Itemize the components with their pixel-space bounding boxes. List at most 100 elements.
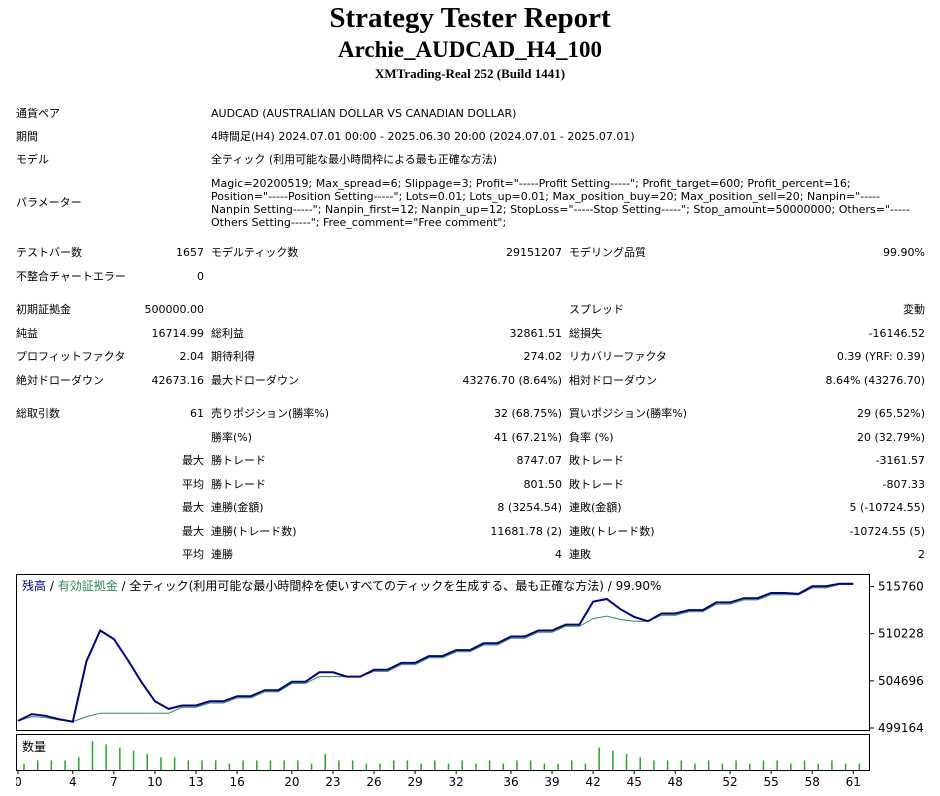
- server-info: XMTrading-Real 252 (Build 1441): [374, 66, 566, 81]
- avg-win-value: 801.50: [523, 478, 563, 491]
- mismatch-label: 不整合チャートエラー: [16, 270, 126, 283]
- spread-value: 変動: [903, 303, 925, 316]
- avg-prefix-1: 平均: [182, 478, 204, 491]
- loss-value: 20 (32.79%): [856, 431, 925, 444]
- spread-label: スプレッド: [569, 303, 624, 316]
- pf-label: プロフィットファクタ: [16, 350, 126, 363]
- volume-label: 数量: [22, 740, 47, 754]
- deposit-value: 500000.00: [144, 303, 205, 316]
- x-tick-label: 23: [325, 775, 340, 789]
- avg-cons-losses-label: 連敗: [569, 548, 591, 561]
- max-prefix-1: 最大: [182, 454, 204, 467]
- max-cons-wins-label: 連勝(金額): [211, 501, 264, 514]
- long-label: 買いポジション(勝率%): [569, 407, 688, 420]
- x-tick-label: 42: [585, 775, 600, 789]
- ticks-label: モデルティック数: [211, 246, 299, 259]
- balance-chart: 515760 510228 504696 499164 0 4 7 10 13 16 20 23 26 2…: [16, 572, 927, 796]
- win-label: 勝率(%): [211, 431, 253, 444]
- chart-legend: 残高 / 有効証拠金 / 全ティック(利用可能な最小時間枠を使いすべてのティック…: [22, 577, 661, 594]
- legend-separator: /: [46, 579, 58, 593]
- chart-svg: 515760 510228 504696 499164 0 4 7 10 13 16 20 23 26 2…: [16, 574, 924, 789]
- short-label: 売りポジション(勝率%): [211, 407, 330, 420]
- trades-value: 61: [190, 407, 204, 420]
- win-value: 41 (67.21%): [493, 431, 562, 444]
- y-tick-label: 504696: [878, 674, 924, 688]
- mismatch-value: 0: [197, 270, 204, 283]
- gross-profit-value: 32861.51: [509, 327, 563, 340]
- max-cons-profit-value: 11681.78 (2): [490, 525, 562, 538]
- largest-win-label: 勝トレード: [211, 454, 266, 467]
- max-cons-losses-value: 5 (-10724.55): [849, 501, 925, 514]
- avg-loss-label: 敗トレード: [569, 478, 624, 491]
- quality-label: モデリング品質: [569, 246, 646, 259]
- net-value: 16714.99: [151, 327, 205, 340]
- x-tick-label: 7: [110, 775, 118, 789]
- x-tick-label: 45: [627, 775, 642, 789]
- y-tick-label: 510228: [878, 627, 924, 641]
- legend-balance: 残高: [22, 579, 47, 593]
- gross-loss-label: 総損失: [569, 327, 602, 340]
- x-tick-label: 10: [147, 775, 162, 789]
- balance-line: [17, 582, 854, 723]
- x-tick-label: 52: [722, 775, 737, 789]
- x-tick-label: 26: [366, 775, 381, 789]
- max-cons-wins-value: 8 (3254.54): [497, 501, 562, 514]
- long-value: 29 (65.52%): [856, 407, 925, 420]
- ticks-value: 29151207: [506, 246, 562, 259]
- x-tick-label: 55: [764, 775, 779, 789]
- max-cons-profit-label: 連勝(トレード数): [211, 525, 297, 538]
- params-label: パラメーター: [16, 196, 82, 209]
- pf-value: 2.04: [179, 350, 205, 363]
- deposit-label: 初期証拠金: [16, 303, 71, 316]
- largest-loss-label: 敗トレード: [569, 454, 624, 467]
- x-tick-label: 29: [407, 775, 422, 789]
- abs-dd-value: 42673.16: [151, 374, 205, 387]
- legend-equity: 有効証拠金: [57, 579, 118, 593]
- avg-cons-wins-value: 4: [555, 548, 562, 561]
- symbol-value: AUDCAD (AUSTRALIAN DOLLAR VS CANADIAN DO…: [211, 107, 517, 120]
- loss-label: 負率 (%): [569, 431, 614, 444]
- expected-value: 274.02: [523, 350, 563, 363]
- avg-loss-value: -807.33: [882, 478, 925, 491]
- legend-description: / 全ティック(利用可能な最小時間枠を使いすべてのティックを生成する、最も正確な…: [117, 579, 662, 593]
- report-title: Strategy Tester Report: [329, 2, 611, 34]
- report-subtitle: Archie_AUDCAD_H4_100: [337, 37, 603, 62]
- x-tick-label: 39: [544, 775, 559, 789]
- model-label: モデル: [16, 153, 49, 166]
- volume-panel-frame: [16, 734, 870, 771]
- avg-cons-losses-value: 2: [918, 548, 925, 561]
- period-value: 4時間足(H4) 2024.07.01 00:00 - 2025.06.30 2…: [211, 130, 635, 143]
- max-prefix-3: 最大: [182, 525, 204, 538]
- bars-value: 1657: [176, 246, 204, 259]
- net-label: 純益: [16, 327, 38, 340]
- abs-dd-label: 絶対ドローダウン: [16, 374, 104, 387]
- x-tick-label: 13: [188, 775, 203, 789]
- params-value: Magic=20200519; Max_spread=6; Slippage=3…: [211, 177, 910, 229]
- largest-loss-value: -3161.57: [875, 454, 925, 467]
- x-tick-label: 36: [503, 775, 518, 789]
- avg-prefix-2: 平均: [182, 548, 204, 561]
- x-tick-label: 58: [805, 775, 820, 789]
- trades-label: 総取引数: [16, 407, 60, 420]
- gross-loss-value: -16146.52: [868, 327, 925, 340]
- max-cons-losses-label: 連敗(金額): [569, 501, 622, 514]
- avg-win-label: 勝トレード: [211, 478, 266, 491]
- x-tick-label: 32: [449, 775, 464, 789]
- expected-label: 期待利得: [211, 350, 255, 363]
- gross-profit-label: 総利益: [211, 327, 244, 340]
- symbol-label: 通貨ペア: [16, 107, 60, 120]
- period-label: 期間: [16, 130, 38, 143]
- model-value: 全ティック (利用可能な最小時間枠による最も正確な方法): [211, 153, 498, 166]
- quality-value: 99.90%: [883, 246, 925, 259]
- x-tick-label: 4: [69, 775, 77, 789]
- x-tick-label: 20: [284, 775, 299, 789]
- y-tick-label: 515760: [878, 580, 924, 594]
- bars-label: テストバー数: [16, 246, 82, 259]
- max-prefix-2: 最大: [182, 501, 204, 514]
- rel-dd-value: 8.64% (43276.70): [825, 374, 925, 387]
- avg-cons-wins-label: 連勝: [211, 548, 233, 561]
- max-dd-value: 43276.70 (8.64%): [462, 374, 562, 387]
- max-cons-loss-value: -10724.55 (5): [849, 525, 925, 538]
- largest-win-value: 8747.07: [516, 454, 563, 467]
- x-tick-label: 61: [846, 775, 861, 789]
